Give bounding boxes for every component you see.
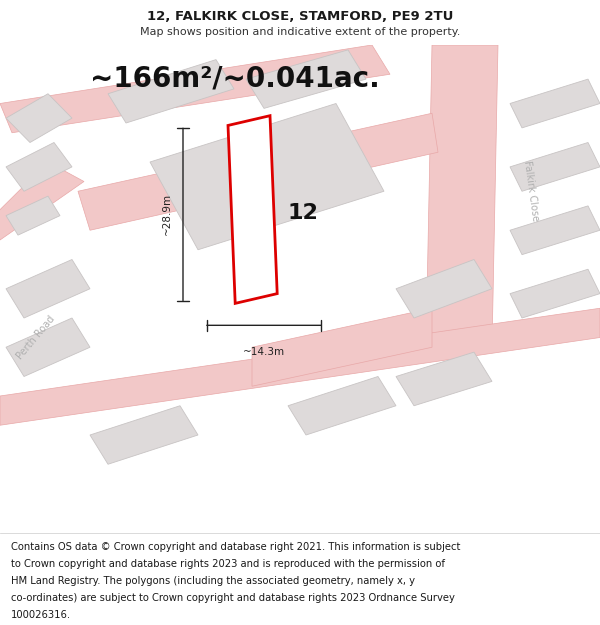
Text: to Crown copyright and database rights 2023 and is reproduced with the permissio: to Crown copyright and database rights 2… <box>11 559 445 569</box>
Polygon shape <box>246 50 366 108</box>
Text: 100026316.: 100026316. <box>11 610 71 620</box>
Text: Map shows position and indicative extent of the property.: Map shows position and indicative extent… <box>140 27 460 37</box>
Polygon shape <box>228 116 277 303</box>
Polygon shape <box>108 59 234 123</box>
Polygon shape <box>396 352 492 406</box>
Polygon shape <box>6 196 60 235</box>
Polygon shape <box>6 94 72 142</box>
Text: co-ordinates) are subject to Crown copyright and database rights 2023 Ordnance S: co-ordinates) are subject to Crown copyr… <box>11 593 455 603</box>
Polygon shape <box>6 318 90 376</box>
Polygon shape <box>90 406 198 464</box>
Polygon shape <box>0 162 84 240</box>
Text: Contains OS data © Crown copyright and database right 2021. This information is : Contains OS data © Crown copyright and d… <box>11 542 460 552</box>
Polygon shape <box>396 259 492 318</box>
Polygon shape <box>150 104 384 250</box>
Polygon shape <box>510 269 600 318</box>
Polygon shape <box>0 308 600 425</box>
Polygon shape <box>6 259 90 318</box>
Text: Falkirk Close: Falkirk Close <box>522 160 540 222</box>
Polygon shape <box>252 308 432 386</box>
Polygon shape <box>0 45 390 132</box>
Text: ~166m²/~0.041ac.: ~166m²/~0.041ac. <box>90 64 380 92</box>
Polygon shape <box>288 376 396 435</box>
Text: 12: 12 <box>288 203 319 223</box>
Text: 12, FALKIRK CLOSE, STAMFORD, PE9 2TU: 12, FALKIRK CLOSE, STAMFORD, PE9 2TU <box>147 10 453 23</box>
Polygon shape <box>6 142 72 191</box>
Polygon shape <box>510 79 600 128</box>
Polygon shape <box>78 113 438 230</box>
Text: HM Land Registry. The polygons (including the associated geometry, namely x, y: HM Land Registry. The polygons (includin… <box>11 576 415 586</box>
Text: Perth Road: Perth Road <box>15 314 57 361</box>
Polygon shape <box>510 206 600 254</box>
Polygon shape <box>510 142 600 191</box>
Text: ~28.9m: ~28.9m <box>162 193 172 236</box>
Polygon shape <box>426 45 498 348</box>
Text: ~14.3m: ~14.3m <box>243 348 285 358</box>
